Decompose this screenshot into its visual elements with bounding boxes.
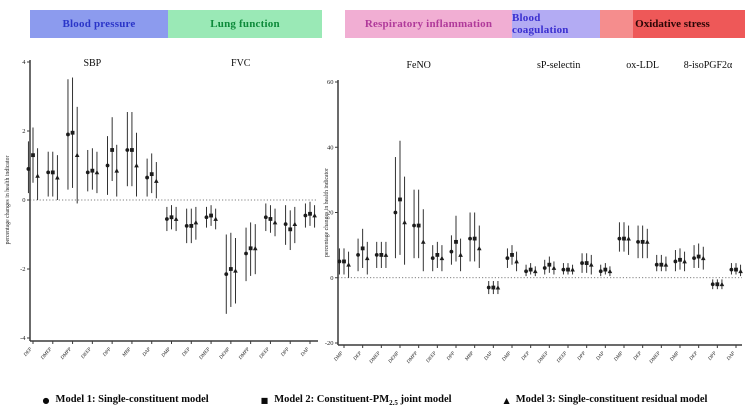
band-oxidative-stress-light-segment xyxy=(600,10,633,38)
svg-text:DEEP: DEEP xyxy=(425,351,438,365)
svg-text:DMEP: DMEP xyxy=(40,347,53,362)
svg-text:DEP: DEP xyxy=(23,347,34,358)
svg-text:DAP: DAP xyxy=(142,347,153,358)
legend-item-model1: ● Model 1: Single-constituent model xyxy=(43,394,209,407)
chart-blood-pressure-lung-function: 4 2 0 -2 -4 percentage changes in health indi… xyxy=(5,58,318,362)
svg-text:sP-selectin: sP-selectin xyxy=(537,60,580,71)
svg-text:DMEP: DMEP xyxy=(368,351,381,366)
svg-text:DEEP: DEEP xyxy=(258,347,271,361)
model-legend: ● Model 1: Single-constituent model ■ Mo… xyxy=(0,387,750,415)
svg-text:DMPP: DMPP xyxy=(238,347,251,362)
band-lung-function: Lung function xyxy=(168,10,322,38)
band-oxidative-stress-label: Oxidative stress xyxy=(635,18,710,30)
svg-text:DMEP: DMEP xyxy=(536,351,549,366)
svg-text:DEP: DEP xyxy=(520,351,531,362)
svg-text:0: 0 xyxy=(22,197,25,204)
band-oxidative-stress-dark-segment xyxy=(633,10,745,38)
svg-text:DMP: DMP xyxy=(501,351,512,363)
svg-text:DPP: DPP xyxy=(446,351,457,362)
svg-text:MBP: MBP xyxy=(464,351,475,363)
svg-text:DAP: DAP xyxy=(483,351,494,362)
circle-marker-icon: ● xyxy=(42,396,50,405)
svg-text:40: 40 xyxy=(327,144,334,151)
svg-text:-2: -2 xyxy=(20,266,25,273)
band-blood-pressure: Blood pressure xyxy=(30,10,168,38)
svg-text:DAP: DAP xyxy=(595,351,606,362)
svg-text:DPP: DPP xyxy=(707,351,718,362)
svg-text:DMP: DMP xyxy=(669,351,680,363)
chart-inflammation-coagulation-oxidative: 60 40 20 0 -20 percentage changes in health i… xyxy=(324,60,743,366)
band-lung-function-label: Lung function xyxy=(210,18,280,30)
svg-text:DEP: DEP xyxy=(352,351,363,362)
svg-text:DMEP: DMEP xyxy=(198,347,211,362)
svg-text:-20: -20 xyxy=(325,340,334,347)
legend-item-model2: ■ Model 2: Constituent-PM2.5 joint model xyxy=(261,394,452,407)
band-oxidative-stress: Oxidative stress xyxy=(600,10,745,38)
svg-text:DEEP: DEEP xyxy=(556,351,569,365)
svg-text:MBP: MBP xyxy=(121,347,132,359)
square-marker-icon: ■ xyxy=(260,396,269,405)
svg-text:DEHP: DEHP xyxy=(387,351,400,365)
triangle-marker-icon: ▲ xyxy=(503,396,510,405)
svg-text:DPP: DPP xyxy=(576,351,587,362)
band-respiratory-inflammation-label: Respiratory inflammation xyxy=(364,18,493,30)
svg-text:DEHP: DEHP xyxy=(218,347,231,361)
legend-model1-label: Model 1: Single-constituent model xyxy=(55,394,209,406)
svg-text:DMP: DMP xyxy=(333,351,344,363)
svg-text:FVC: FVC xyxy=(231,58,251,69)
svg-text:percentage changes in health i: percentage changes in health indicator xyxy=(5,156,11,245)
svg-text:DEP: DEP xyxy=(181,347,192,358)
svg-text:DMEP: DMEP xyxy=(648,351,661,366)
svg-text:60: 60 xyxy=(327,79,334,86)
band-blood-coagulation-label: Blood coagulation xyxy=(512,12,569,36)
svg-text:DEP: DEP xyxy=(632,351,643,362)
svg-text:4: 4 xyxy=(22,59,26,66)
svg-text:20: 20 xyxy=(327,210,334,217)
svg-text:DPP: DPP xyxy=(280,347,291,358)
legend-model3-label: Model 3: Single-constituent residual mod… xyxy=(515,394,708,406)
svg-text:FeNO: FeNO xyxy=(406,60,430,71)
svg-text:DPP: DPP xyxy=(102,347,113,358)
svg-text:8-isoPGF2α: 8-isoPGF2α xyxy=(684,60,733,71)
svg-text:DMPP: DMPP xyxy=(60,347,73,362)
svg-text:DEP: DEP xyxy=(688,351,699,362)
svg-text:0: 0 xyxy=(330,275,333,282)
band-respiratory-inflammation: Respiratory inflammation xyxy=(345,10,512,38)
legend-item-model3: ▲ Model 3: Single-constituent residual m… xyxy=(504,394,708,407)
svg-text:SBP: SBP xyxy=(83,58,101,69)
legend-model2-label: Model 2: Constituent-PM2.5 joint model xyxy=(274,394,452,408)
svg-text:DMPP: DMPP xyxy=(406,351,419,366)
svg-text:-4: -4 xyxy=(20,335,26,342)
svg-text:DAP: DAP xyxy=(300,347,311,358)
svg-text:percentage changes in health i: percentage changes in health indicator xyxy=(324,168,330,257)
svg-text:2: 2 xyxy=(22,128,25,135)
svg-text:ox-LDL: ox-LDL xyxy=(626,60,659,71)
band-blood-coagulation: Blood coagulation xyxy=(512,10,600,38)
svg-text:DMP: DMP xyxy=(161,347,172,359)
svg-text:DAP: DAP xyxy=(726,351,737,362)
svg-text:DEEP: DEEP xyxy=(80,347,93,361)
svg-text:DMP: DMP xyxy=(613,351,624,363)
band-blood-pressure-label: Blood pressure xyxy=(62,18,136,30)
